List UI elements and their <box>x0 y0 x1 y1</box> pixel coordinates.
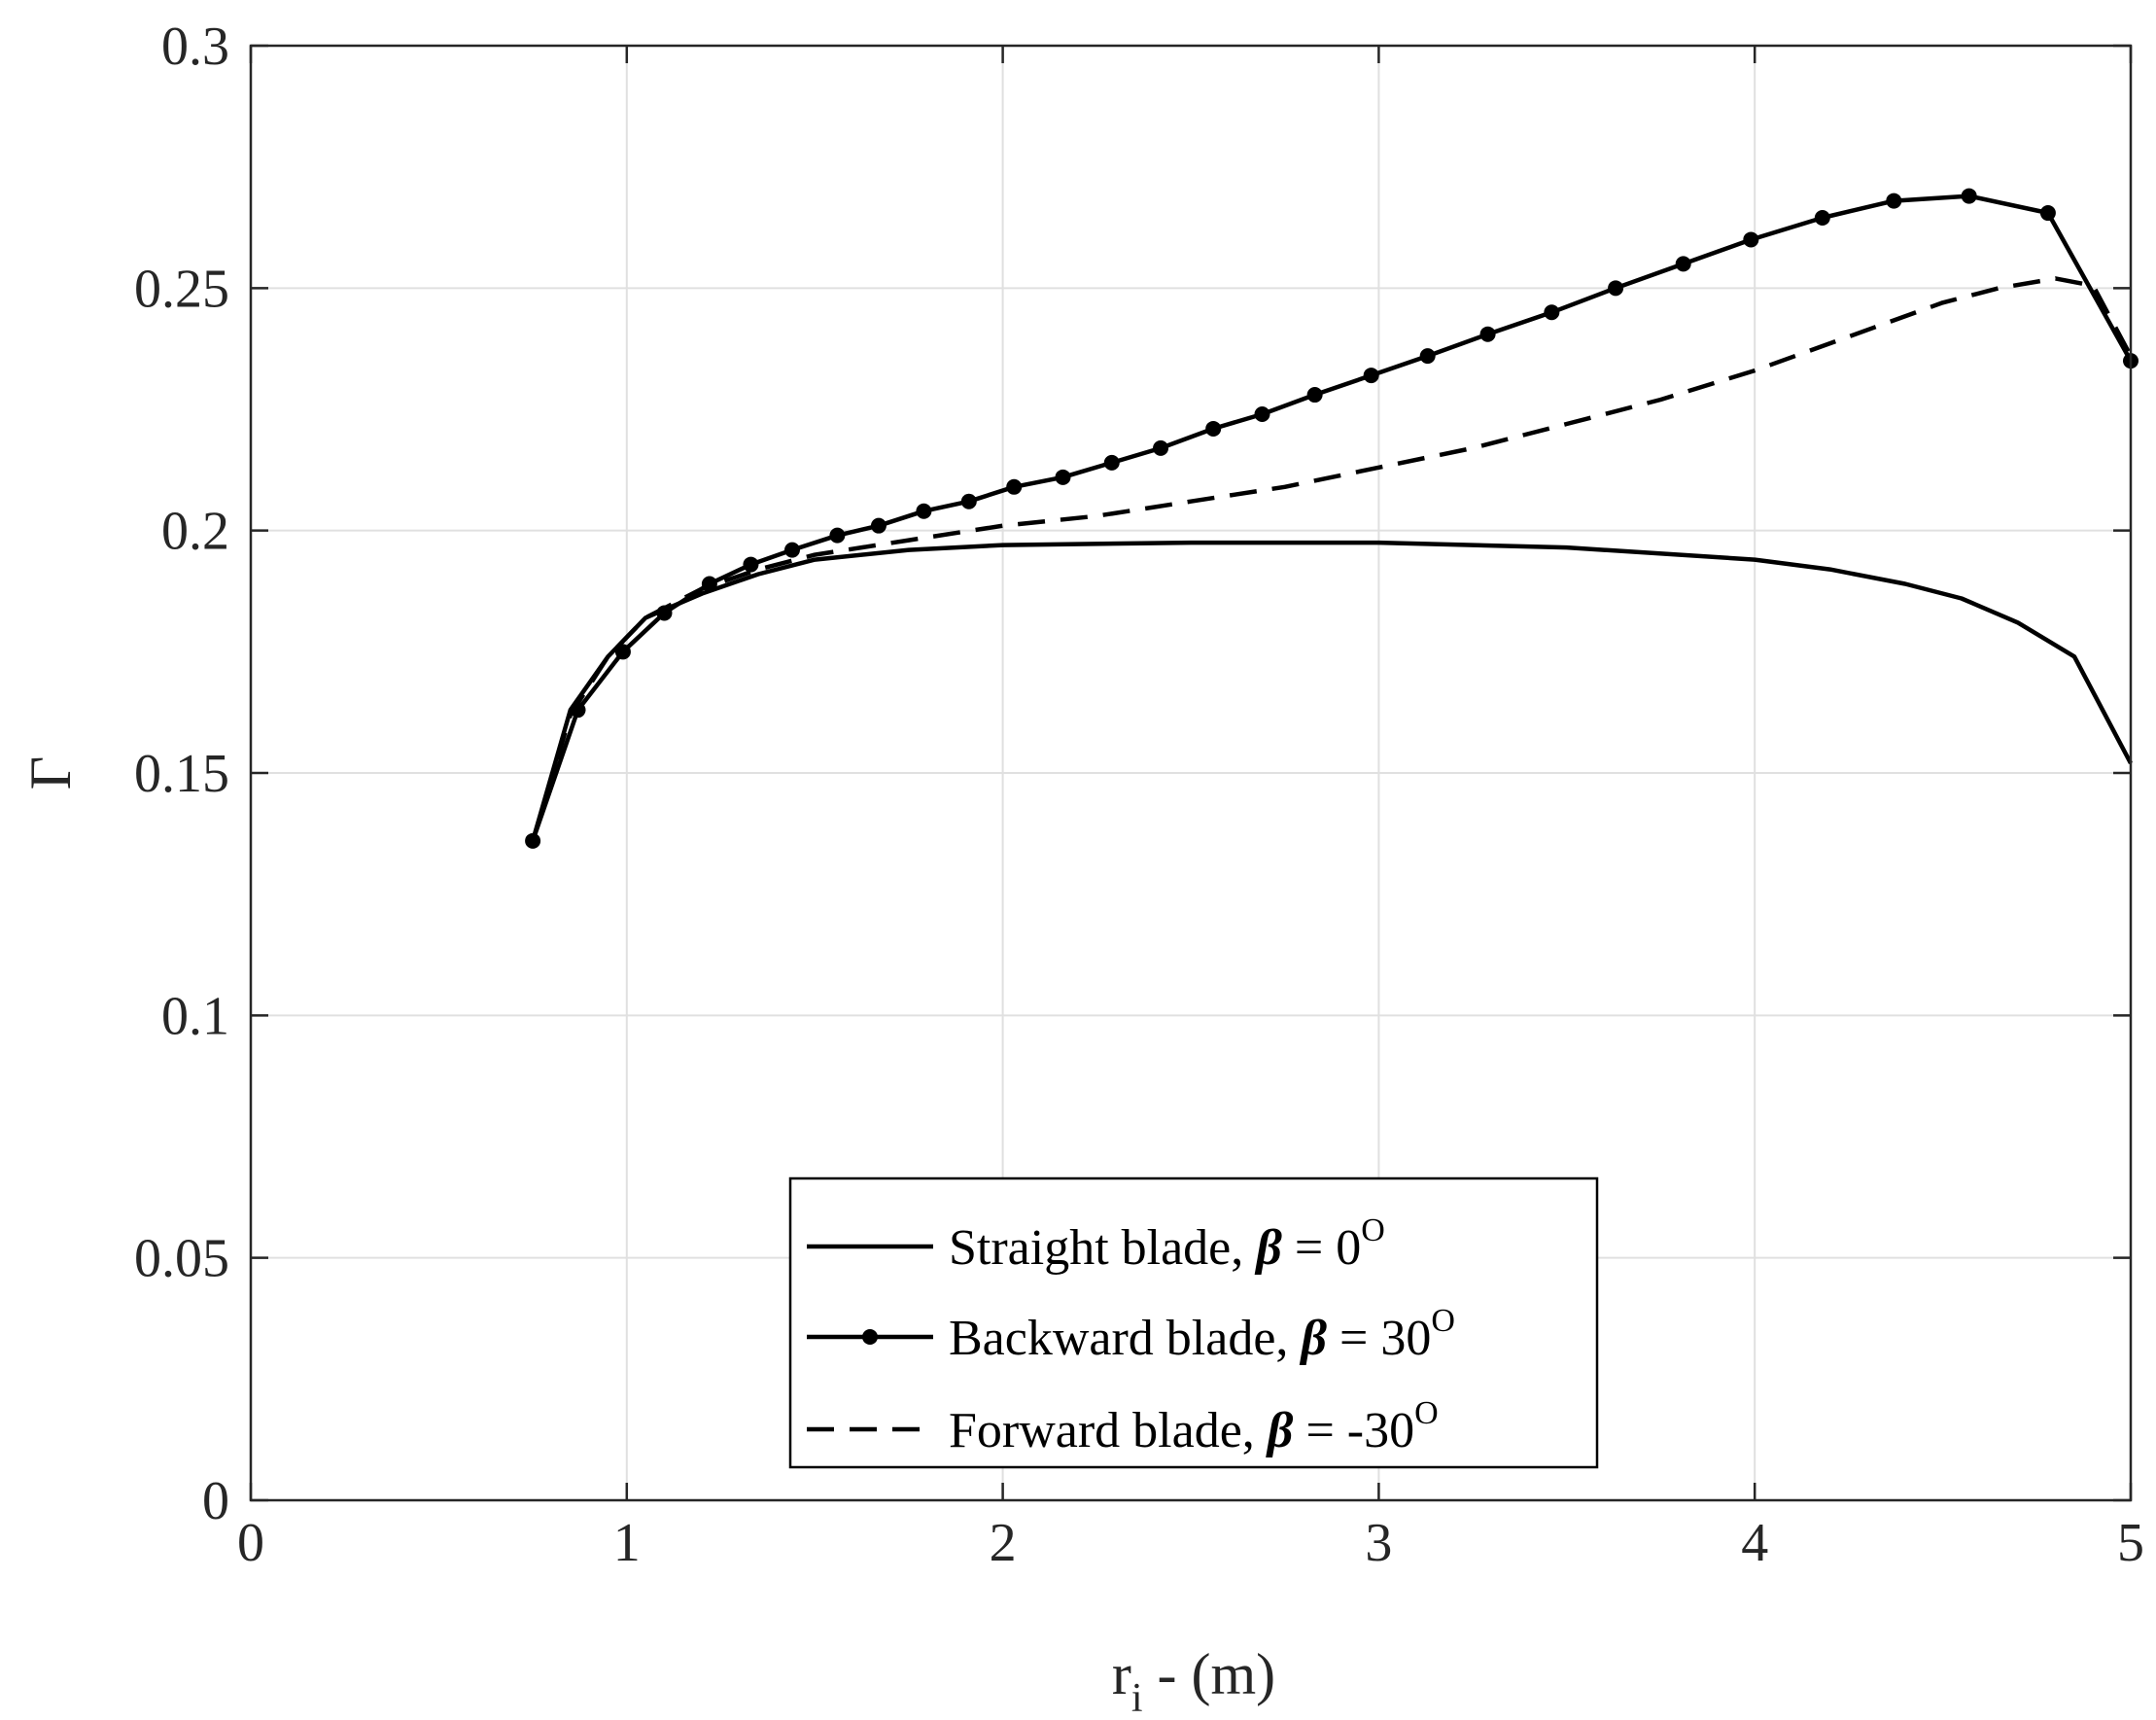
series-marker <box>829 527 846 544</box>
series-marker <box>1363 368 1379 384</box>
legend-label-3: Forward blade, β = -30O <box>949 1395 1439 1458</box>
series-marker <box>1153 439 1169 456</box>
series-marker <box>525 832 541 849</box>
series-marker <box>1675 256 1691 272</box>
y-tick-label: 0.3 <box>161 17 229 77</box>
series-marker <box>1544 304 1560 321</box>
y-tick-label: 0.15 <box>134 744 229 804</box>
y-tick-label: 0.1 <box>161 986 229 1046</box>
series-marker <box>870 517 887 534</box>
series-marker <box>743 556 759 573</box>
series-marker <box>1743 231 1759 248</box>
x-tick-label: 5 <box>2117 1513 2144 1573</box>
x-tick-label: 3 <box>1365 1513 1392 1573</box>
series-marker <box>1419 348 1436 365</box>
series-marker <box>960 493 977 509</box>
x-tick-label: 0 <box>237 1513 264 1573</box>
y-tick-label: 0.25 <box>134 259 229 319</box>
series-marker <box>916 503 932 519</box>
x-tick-label: 1 <box>613 1513 641 1573</box>
legend-marker <box>862 1329 878 1345</box>
series-marker <box>1479 326 1496 342</box>
series-marker <box>1254 405 1270 422</box>
series-marker <box>1961 188 1977 204</box>
series-marker <box>1608 280 1624 297</box>
series-marker <box>1103 454 1120 471</box>
y-tick-label: 0.05 <box>134 1229 229 1289</box>
y-axis-label: Γ <box>18 756 83 790</box>
series-marker <box>1306 387 1323 404</box>
series-marker <box>1055 469 1071 485</box>
series-marker <box>2039 205 2056 222</box>
legend: Straight blade, β = 0O Backward blade, β … <box>788 1176 1599 1469</box>
series-line-3 <box>530 276 2133 842</box>
legend-label-2: Backward blade, β = 30O <box>949 1303 1455 1366</box>
legend-box <box>788 1176 1599 1469</box>
x-axis-label-suffix: - (m) <box>1143 1642 1276 1706</box>
series-marker <box>1006 478 1023 495</box>
series-line-1 <box>530 540 2133 842</box>
series-marker <box>1886 193 1902 209</box>
series-marker <box>783 542 800 558</box>
series-marker <box>1814 210 1830 227</box>
series-marker <box>1205 420 1222 437</box>
x-tick-label: 4 <box>1741 1513 1768 1573</box>
y-tick-label: 0.2 <box>161 502 229 562</box>
x-tick-label: 2 <box>990 1513 1017 1573</box>
x-axis-label: ri - (m) <box>1112 1642 1275 1720</box>
x-axis-label-subscript: i <box>1131 1676 1143 1720</box>
legend-label-1: Straight blade, β = 0O <box>949 1212 1385 1276</box>
grid <box>251 46 2131 1500</box>
y-tick-label: 0 <box>202 1471 229 1531</box>
tick-labels: 0 1 2 3 4 5 0 0.05 0.1 0.15 0.2 0.25 0.3 <box>134 17 2144 1573</box>
axes-frame <box>249 44 2133 1502</box>
plot-series <box>525 188 2139 849</box>
